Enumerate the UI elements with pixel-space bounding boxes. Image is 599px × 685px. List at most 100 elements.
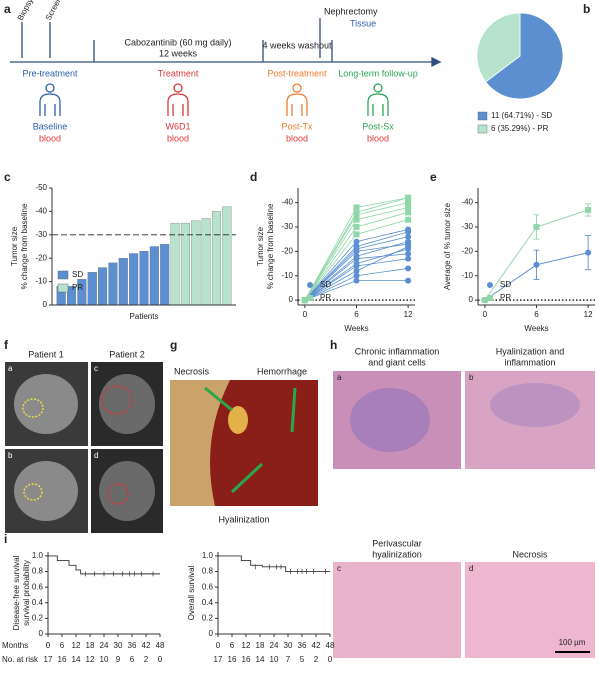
x-tick-label: 36	[298, 641, 307, 650]
y-tick-label: 0	[39, 629, 44, 638]
survival-curve	[48, 555, 160, 575]
marker	[533, 261, 540, 268]
phase-label: Pre-treatment	[22, 68, 78, 78]
marker	[585, 206, 592, 213]
x-tick-label: 0	[483, 310, 488, 319]
y-tick-label: -20	[35, 253, 47, 262]
y-axis-label: % change from baseline	[266, 203, 275, 289]
bar	[98, 267, 108, 306]
at-risk-count: 2	[314, 655, 319, 664]
phase-label: Post-treatment	[267, 68, 327, 78]
at-risk-count: 16	[228, 655, 237, 664]
marker	[585, 249, 592, 256]
y-tick-label: 0.6	[32, 582, 44, 591]
at-risk-count: 6	[130, 655, 135, 664]
bar	[191, 220, 201, 306]
at-risk-count: 16	[242, 655, 251, 664]
sample-label: W6D1	[165, 121, 190, 131]
marker	[353, 224, 360, 230]
x-tick-label: 0	[216, 641, 221, 650]
marker	[307, 295, 313, 301]
histology-images	[333, 371, 595, 658]
marker	[405, 199, 412, 206]
y-tick-label: 0	[289, 295, 294, 304]
image-sublabel: c	[337, 564, 341, 573]
y-axis-label: Tumor size	[10, 226, 19, 266]
marker	[405, 216, 412, 223]
anatomy	[99, 374, 155, 434]
image-sublabel: b	[8, 451, 13, 460]
image-sublabel: b	[469, 373, 474, 382]
pie-slice	[476, 12, 521, 83]
y-tick-label: 0	[43, 300, 48, 309]
at-risk-count: 10	[270, 655, 279, 664]
panel-label: g	[170, 338, 177, 352]
event-note: Tissue	[350, 18, 376, 28]
y-axis-label: % change from baseline	[20, 203, 29, 289]
legend-label: 11 (64.71%) - SD	[491, 111, 552, 120]
histology-image	[333, 562, 461, 658]
pie-slice	[485, 12, 564, 100]
scale-bar-label: 100 µm	[559, 638, 586, 647]
x-tick-label: 12	[72, 641, 81, 650]
at-risk-count: 17	[44, 655, 53, 664]
at-risk-count: 0	[158, 655, 163, 664]
image-sublabel: a	[337, 373, 342, 382]
panel-label: b	[583, 2, 590, 16]
at-risk-count: 0	[328, 655, 333, 664]
y-tick-label: -10	[281, 271, 293, 280]
panel-label: f	[4, 338, 9, 352]
x-tick-label: 12	[584, 310, 593, 319]
legend-label: SD	[500, 280, 511, 289]
gross-label: Hyalinization	[218, 514, 269, 524]
histology-caption: hyalinization	[372, 549, 422, 559]
x-tick-label: 24	[270, 641, 279, 650]
sample-label: blood	[286, 133, 308, 143]
x-tick-label: 36	[128, 641, 137, 650]
person-icons	[39, 83, 389, 116]
marker	[481, 297, 488, 304]
person-icon	[39, 83, 61, 116]
y-tick-label: -20	[461, 246, 473, 255]
marker	[353, 260, 360, 267]
anatomy	[14, 374, 78, 434]
bar	[160, 244, 170, 306]
x-tick-label: 6	[534, 310, 539, 319]
marker	[301, 297, 308, 304]
bar	[118, 258, 128, 306]
y-tick-label: -30	[35, 230, 47, 239]
at-risk-count: 5	[300, 655, 305, 664]
gross-region	[228, 406, 248, 434]
marker	[487, 282, 493, 288]
phase-label: Treatment	[158, 68, 199, 78]
at-risk-count: 17	[214, 655, 223, 664]
x-axis-label: Weeks	[524, 324, 548, 333]
treatment-label: Cabozantinib (60 mg daily)	[124, 37, 231, 47]
legend-label: PR	[500, 293, 511, 302]
bar	[129, 253, 139, 306]
x-tick-label: 18	[86, 641, 95, 650]
legend-label: PR	[72, 283, 83, 292]
person-icon	[367, 83, 389, 116]
x-tick-label: 18	[256, 641, 265, 650]
at-risk-count: 7	[286, 655, 291, 664]
panel-label: h	[330, 338, 337, 352]
gross-label: Hemorrhage	[257, 366, 307, 376]
y-axis-label: Tumor size	[256, 226, 265, 266]
stain-region	[490, 383, 580, 427]
y-tick-label: 0.8	[202, 567, 214, 576]
x-tick-label: 48	[156, 641, 165, 650]
bar	[139, 251, 149, 306]
survival-curve	[218, 555, 330, 572]
y-tick-label: 0	[469, 295, 474, 304]
timeline	[10, 18, 442, 68]
marker	[405, 241, 412, 248]
y-axis-label: survival probability	[22, 560, 31, 626]
phase-label: Long-term follow-up	[338, 68, 418, 78]
y-tick-label: 0.8	[32, 567, 44, 576]
anatomy	[99, 461, 155, 521]
marker	[353, 243, 360, 250]
y-tick-label: -10	[461, 271, 473, 280]
marker	[405, 265, 412, 272]
